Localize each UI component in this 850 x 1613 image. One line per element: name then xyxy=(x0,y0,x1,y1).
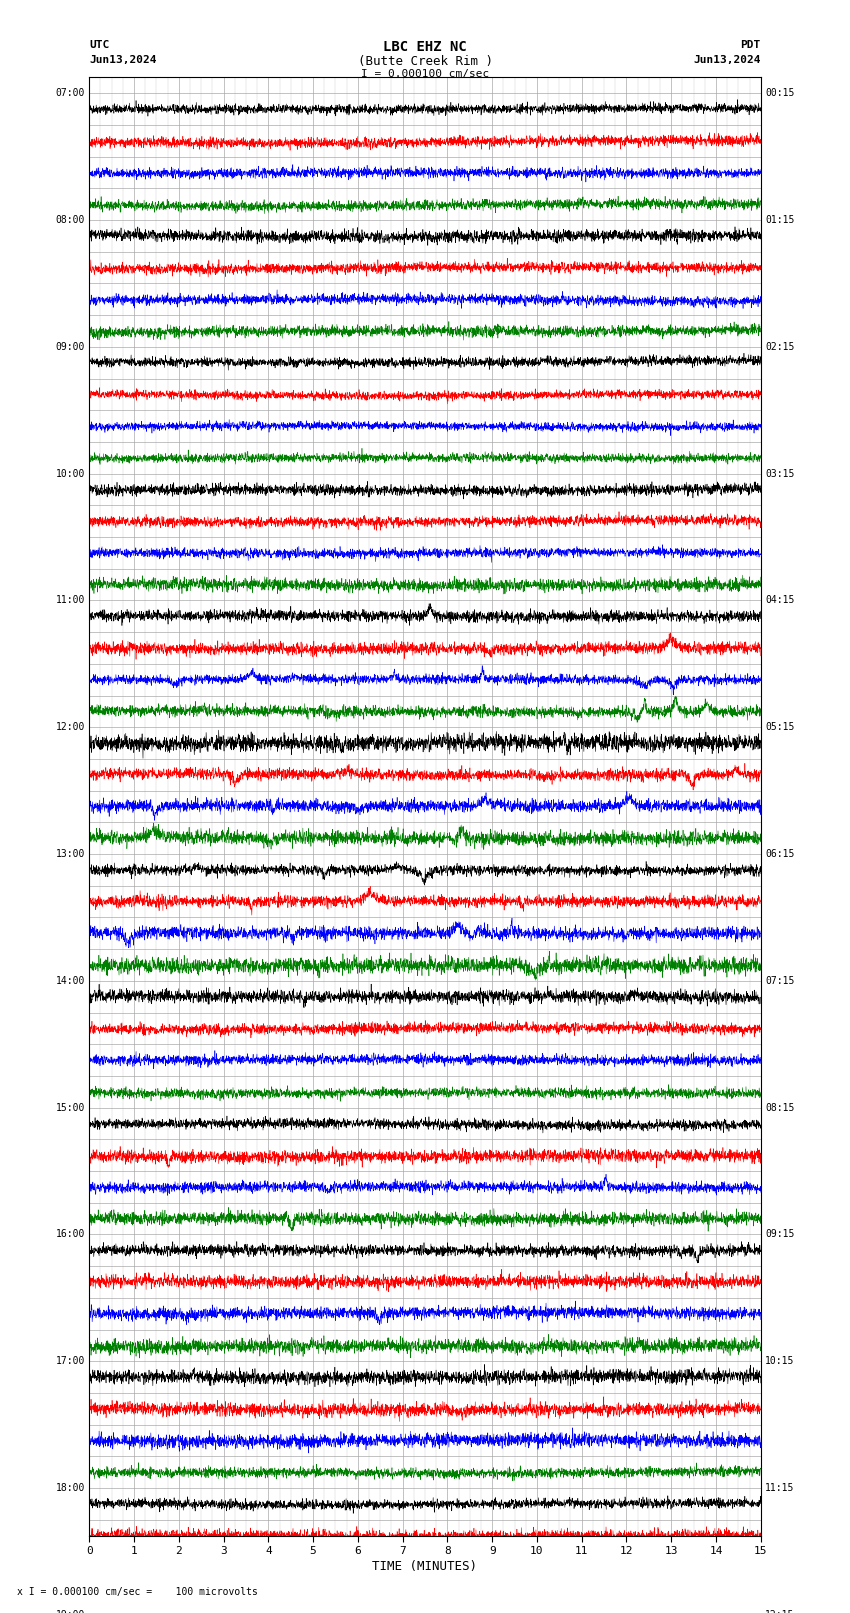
Text: 17:00: 17:00 xyxy=(55,1357,85,1366)
Text: 13:00: 13:00 xyxy=(55,848,85,860)
Text: Jun13,2024: Jun13,2024 xyxy=(89,55,156,65)
Text: UTC: UTC xyxy=(89,40,110,50)
Text: 10:15: 10:15 xyxy=(765,1357,795,1366)
Text: 03:15: 03:15 xyxy=(765,469,795,479)
Text: (Butte Creek Rim ): (Butte Creek Rim ) xyxy=(358,55,492,68)
Text: 12:15: 12:15 xyxy=(765,1610,795,1613)
Text: 08:00: 08:00 xyxy=(55,215,85,226)
Text: LBC EHZ NC: LBC EHZ NC xyxy=(383,40,467,55)
Text: I = 0.000100 cm/sec: I = 0.000100 cm/sec xyxy=(361,69,489,79)
Text: 19:00: 19:00 xyxy=(55,1610,85,1613)
Text: 00:15: 00:15 xyxy=(765,89,795,98)
Text: 14:00: 14:00 xyxy=(55,976,85,986)
Text: 16:00: 16:00 xyxy=(55,1229,85,1239)
Text: 12:00: 12:00 xyxy=(55,723,85,732)
Text: PDT: PDT xyxy=(740,40,761,50)
Text: 09:15: 09:15 xyxy=(765,1229,795,1239)
Text: Jun13,2024: Jun13,2024 xyxy=(694,55,761,65)
Text: 01:15: 01:15 xyxy=(765,215,795,226)
X-axis label: TIME (MINUTES): TIME (MINUTES) xyxy=(372,1560,478,1573)
Text: 15:00: 15:00 xyxy=(55,1103,85,1113)
Text: 11:00: 11:00 xyxy=(55,595,85,605)
Text: 06:15: 06:15 xyxy=(765,848,795,860)
Text: 09:00: 09:00 xyxy=(55,342,85,352)
Text: 07:00: 07:00 xyxy=(55,89,85,98)
Text: 10:00: 10:00 xyxy=(55,469,85,479)
Text: 08:15: 08:15 xyxy=(765,1103,795,1113)
Text: 04:15: 04:15 xyxy=(765,595,795,605)
Text: 18:00: 18:00 xyxy=(55,1482,85,1494)
Text: 05:15: 05:15 xyxy=(765,723,795,732)
Text: 11:15: 11:15 xyxy=(765,1482,795,1494)
Text: 02:15: 02:15 xyxy=(765,342,795,352)
Text: x I = 0.000100 cm/sec =    100 microvolts: x I = 0.000100 cm/sec = 100 microvolts xyxy=(17,1587,258,1597)
Text: 07:15: 07:15 xyxy=(765,976,795,986)
